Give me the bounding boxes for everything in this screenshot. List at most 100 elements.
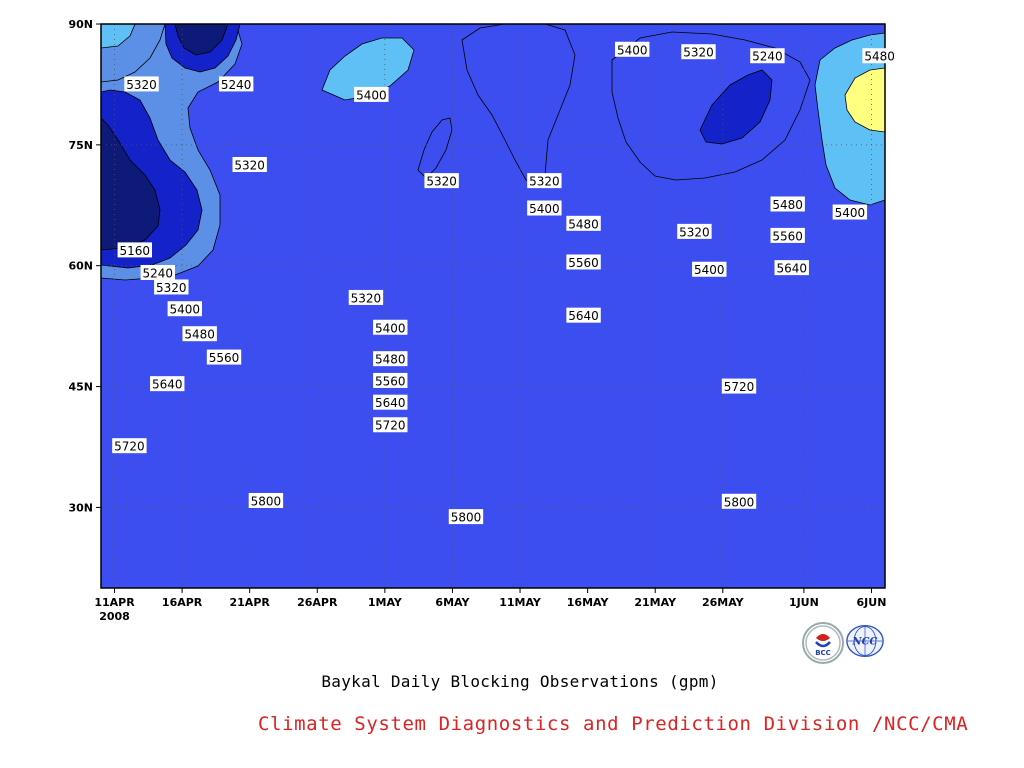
contour-label-value: 5320 — [126, 78, 157, 92]
contour-label: 5480 — [182, 326, 217, 342]
contour-label-box — [182, 326, 217, 342]
contour-label-box — [167, 301, 203, 317]
contour-label-box — [448, 509, 484, 525]
band-right-5160-blob — [699, 69, 773, 145]
contour-label-value: 5480 — [568, 217, 599, 231]
y-tick-label: 30N — [68, 501, 93, 514]
contour-label-box — [677, 223, 712, 239]
contour-label: 5560 — [373, 372, 408, 388]
contour-label-value: 5320 — [426, 175, 457, 189]
contour-label-box — [615, 41, 650, 57]
contour-label-value: 5640 — [776, 262, 807, 276]
contour-label-value: 5480 — [864, 50, 895, 64]
contour-label: 5400 — [373, 319, 408, 335]
contour-label-box — [373, 394, 408, 410]
contour-label: 5240 — [750, 48, 785, 64]
contour-label-box — [566, 254, 601, 270]
contour-label-box — [206, 349, 242, 365]
chart-title: Baykal Daily Blocking Observations (gpm) — [321, 672, 719, 691]
contour-label-value: 5560 — [568, 256, 599, 270]
contour-label-value: 5640 — [152, 378, 183, 392]
contour-label: 5480 — [373, 351, 408, 367]
contour-label: 5160 — [117, 242, 152, 258]
contour-label-box — [424, 173, 459, 189]
contour-label-box — [112, 438, 147, 454]
contour-label-box — [140, 264, 175, 280]
plot-frame — [100, 23, 886, 589]
contour-label: 5720 — [721, 378, 757, 394]
contour-label-box — [373, 417, 408, 433]
contour-label-box — [692, 261, 727, 277]
credit-line: Climate System Diagnostics and Predictio… — [258, 713, 969, 735]
contour-label-box — [770, 196, 805, 212]
contour-label-value: 5480 — [375, 353, 406, 367]
contour-label-value: 5400 — [170, 303, 201, 317]
contour-label-value: 5240 — [752, 50, 783, 64]
contour-label: 5400 — [527, 200, 562, 216]
bcc-logo: BCC — [802, 622, 844, 664]
contour-label-value: 5400 — [356, 88, 387, 102]
x-tick-label: 11MAY — [499, 596, 542, 609]
contour-label: 5640 — [373, 394, 408, 410]
contour-label-value: 5560 — [209, 351, 240, 365]
contour-label: 5320 — [677, 223, 712, 239]
x-tick-label: 1MAY — [368, 596, 403, 609]
contour-label-value: 5640 — [375, 396, 406, 410]
contour-label: 5320 — [124, 76, 159, 92]
x-tick-label: 16MAY — [567, 596, 610, 609]
contour-label-box — [566, 215, 601, 231]
contour-label-box — [117, 242, 152, 258]
x-tick-label: 21MAY — [634, 596, 677, 609]
contour-label-value: 5560 — [772, 229, 803, 243]
contour-label-value: 5320 — [351, 291, 382, 305]
contour-label-box — [248, 492, 284, 508]
contour-label-value: 5320 — [529, 175, 560, 189]
contour-label: 5320 — [154, 279, 189, 295]
contour-label-box — [373, 372, 408, 388]
contour-label-value: 5800 — [724, 495, 755, 509]
contour-label-value: 5320 — [156, 281, 187, 295]
contour-label-box — [832, 204, 868, 220]
contour-label-box — [721, 493, 757, 509]
contour-label-box — [124, 76, 159, 92]
contour-label: 5320 — [681, 44, 716, 60]
contour-label-box — [527, 173, 562, 189]
contour-label-value: 5480 — [772, 198, 803, 212]
contour-label: 5320 — [527, 173, 562, 189]
band-below-5160-core — [101, 117, 161, 251]
y-tick-label: 90N — [68, 18, 93, 31]
y-axis: 30N 45N 60N 75N 90N — [68, 18, 101, 514]
contour-label-value: 5400 — [835, 206, 866, 220]
contour-label-box — [774, 260, 809, 276]
contour-label-value: 5400 — [375, 321, 406, 335]
plot-area — [101, 24, 885, 588]
bcc-logo-text: BCC — [815, 649, 831, 657]
contour-label-value: 5320 — [679, 225, 710, 239]
contour-label: 5800 — [721, 493, 757, 509]
band-small-5240-blob — [417, 117, 453, 179]
x-tick-label: 16APR — [162, 596, 203, 609]
contour-label: 5560 — [566, 254, 601, 270]
contour-label-box — [348, 289, 384, 305]
contour-label: 5240 — [140, 264, 175, 280]
contour-label: 5320 — [232, 157, 267, 173]
contour-label-box — [862, 48, 897, 64]
contour-label: 5560 — [206, 349, 242, 365]
contour-label: 5320 — [348, 289, 384, 305]
contour-label-box — [566, 307, 601, 323]
x-tick-label: 26MAY — [702, 596, 745, 609]
contour-label-box — [232, 157, 267, 172]
x-year-label: 2008 — [99, 610, 130, 623]
band-top-5400-left — [101, 24, 136, 49]
contour-label: 5400 — [832, 204, 868, 220]
band-top-5160-blob — [174, 24, 229, 56]
ncc-logo-text: NCC — [852, 637, 878, 648]
ncc-logo: NCC — [846, 622, 884, 660]
x-tick-label: 11APR — [94, 596, 135, 609]
contour-label-value: 5640 — [568, 309, 599, 323]
contour-label-value: 5800 — [251, 494, 282, 508]
contour-label-box — [373, 319, 408, 335]
contour-label: 5480 — [862, 48, 897, 64]
